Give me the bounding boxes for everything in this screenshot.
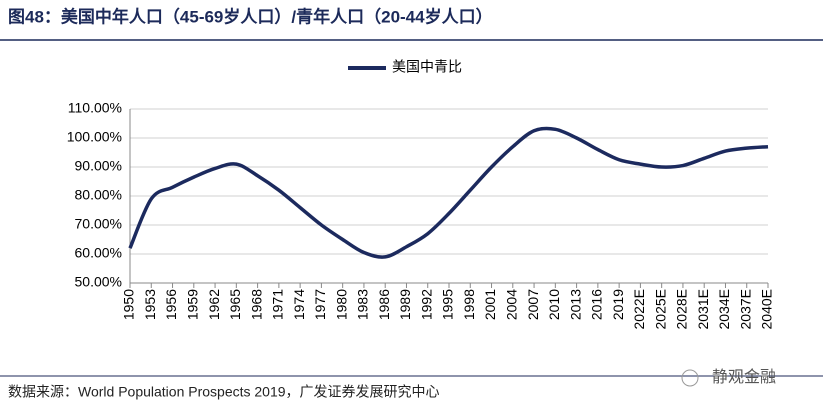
legend-label: 美国中青比: [392, 59, 462, 75]
y-tick-label: 100.00%: [67, 129, 122, 145]
x-tick-label: 2019: [610, 289, 626, 320]
x-tick-label: 2007: [525, 289, 541, 320]
series-line: [128, 126, 769, 259]
x-tick-label: 2010: [546, 289, 562, 320]
x-tick-label: 2025E: [652, 289, 668, 329]
watermark-icon: [681, 369, 699, 387]
x-tick-label: 2004: [504, 289, 520, 320]
x-tick-label: 2001: [482, 289, 498, 320]
x-tick-label: 2013: [567, 289, 583, 320]
y-tick-label: 50.00%: [75, 274, 122, 290]
x-tick-label: 1965: [227, 289, 243, 320]
x-tick-label: 2040E: [759, 289, 775, 329]
watermark: 静观金融: [712, 368, 776, 386]
x-tick-label: 1992: [418, 289, 434, 320]
x-tick-label: 1989: [397, 289, 413, 320]
x-tick-label: 2031E: [695, 289, 711, 329]
x-tick-label: 1950: [121, 289, 137, 320]
y-tick-label: 60.00%: [75, 245, 122, 261]
x-tick-label: 1956: [163, 289, 179, 320]
x-tick-label: 1986: [376, 289, 392, 320]
x-tick-label: 1953: [142, 289, 158, 320]
x-tick-label: 2037E: [737, 289, 753, 329]
x-tick-label: 1977: [312, 289, 328, 320]
y-tick-label: 90.00%: [75, 158, 122, 174]
x-tick-label: 2034E: [716, 289, 732, 329]
source: 数据来源：World Population Prospects 2019，广发证…: [8, 384, 440, 400]
x-tick-label: 1983: [355, 289, 371, 320]
x-tick-label: 1974: [291, 289, 307, 320]
x-tick-label: 2016: [589, 289, 605, 320]
x-tick-label: 1959: [185, 289, 201, 320]
y-tick-label: 80.00%: [75, 187, 122, 203]
x-tick-label: 1998: [461, 289, 477, 320]
x-tick-label: 2022E: [631, 289, 647, 329]
chart-title: 图48：美国中年人口（45-69岁人口）/青年人口（20-44岁人口）: [8, 6, 493, 26]
x-tick-label: 1995: [440, 289, 456, 320]
x-tick-label: 1968: [248, 289, 264, 320]
y-tick-label: 110.00%: [68, 100, 122, 116]
x-tick-label: 2028E: [674, 289, 690, 329]
x-tick-label: 1971: [270, 289, 286, 320]
y-tick-label: 70.00%: [75, 216, 122, 232]
x-tick-label: 1980: [333, 289, 349, 320]
x-tick-label: 1962: [206, 289, 222, 320]
